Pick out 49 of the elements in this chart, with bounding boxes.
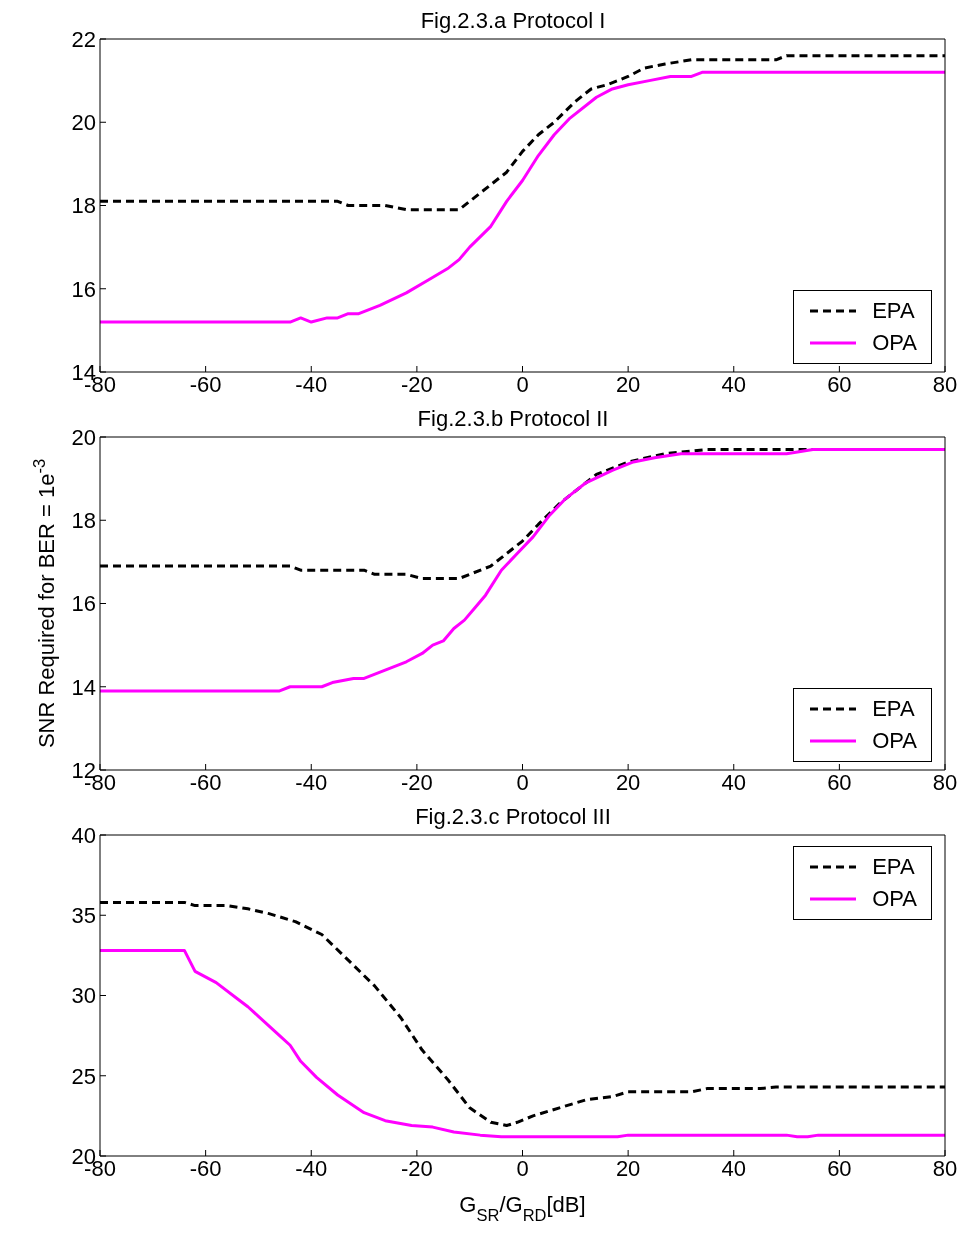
y-tick-label: 20	[71, 424, 96, 450]
x-tick-label: 20	[615, 769, 641, 795]
chart-title: Fig.2.3.c Protocol III	[415, 804, 611, 829]
x-tick-label: 20	[615, 371, 641, 397]
x-tick-label: -60	[189, 371, 222, 397]
line-series	[100, 949, 945, 1139]
x-tick-label: 0	[516, 1155, 529, 1181]
x-tick-label: 80	[932, 769, 958, 795]
x-tick-label: -20	[400, 769, 433, 795]
y-tick-label: 20	[71, 110, 96, 136]
line-series	[100, 70, 945, 324]
x-tick-label: 40	[721, 371, 746, 397]
x-tick-label: 60	[827, 1155, 852, 1181]
chart-title: Fig.2.3.b Protocol II	[417, 406, 609, 431]
y-tick-label: 35	[71, 903, 96, 929]
x-tick-label: 40	[721, 769, 746, 795]
y-tick-label: 22	[71, 26, 96, 52]
y-tick-label: 30	[71, 983, 96, 1009]
x-tick-label: -40	[295, 769, 328, 795]
y-tick-label: 25	[71, 1063, 96, 1089]
y-tick-label: 16	[71, 591, 96, 617]
y-tick-label: 14	[71, 674, 96, 700]
x-tick-label: 0	[516, 769, 529, 795]
y-tick-label: 40	[71, 822, 96, 848]
legend-label: OPA	[872, 728, 917, 754]
legend-label: EPA	[872, 298, 915, 324]
x-tick-label: -20	[400, 1155, 433, 1181]
y-tick-label: 18	[71, 508, 96, 534]
x-tick-label: 20	[615, 1155, 641, 1181]
y-tick-label: 16	[71, 276, 96, 302]
line-series	[100, 447, 945, 693]
chart-title: Fig.2.3.a Protocol I	[420, 8, 606, 33]
x-axis-title: G$_{SR}$/G$_{RD}$[dB]	[459, 1192, 586, 1224]
x-tick-label: 40	[721, 1155, 746, 1181]
x-tick-label: 60	[827, 371, 852, 397]
x-tick-label: -60	[189, 1155, 222, 1181]
x-tick-label: -60	[189, 769, 222, 795]
legend-label: OPA	[872, 330, 917, 356]
x-tick-label: 80	[932, 1155, 958, 1181]
legend-label: EPA	[872, 854, 915, 880]
x-tick-label: -40	[295, 1155, 328, 1181]
x-tick-label: 80	[932, 371, 958, 397]
x-tick-label: 0	[516, 371, 529, 397]
x-tick-label: -40	[295, 371, 328, 397]
x-tick-label: -20	[400, 371, 433, 397]
y-tick-label: 18	[71, 193, 96, 219]
legend-label: OPA	[872, 886, 917, 912]
legend-label: EPA	[872, 696, 915, 722]
x-tick-label: 60	[827, 769, 852, 795]
